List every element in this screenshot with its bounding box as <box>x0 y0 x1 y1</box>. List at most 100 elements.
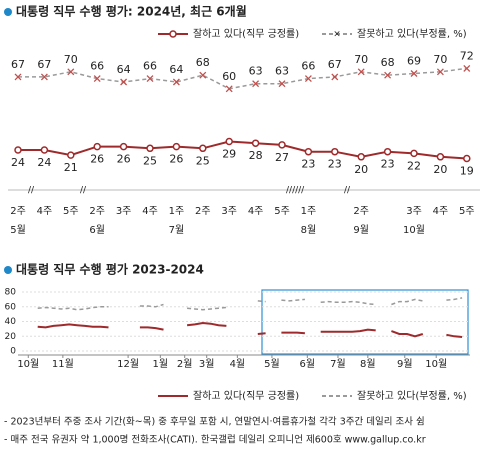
data-label: 70 <box>433 53 447 66</box>
data-point <box>331 147 339 156</box>
data-point <box>278 141 286 149</box>
footnote: - 매주 전국 유권자 약 1,000명 전화조사(CATI). 한국갤럽 데일… <box>4 434 426 446</box>
data-label: 22 <box>407 159 421 172</box>
data-point <box>172 78 180 86</box>
x-tick-label: 3주 <box>116 206 132 217</box>
month-label: 7월 <box>169 224 185 236</box>
x-tick-label: 12월 <box>117 358 139 370</box>
data-point <box>120 78 128 86</box>
x-tick-label: 1주 <box>169 206 185 217</box>
x-tick-label: 3주 <box>221 206 237 217</box>
data-point <box>14 146 22 154</box>
data-point <box>40 146 49 154</box>
data-point <box>410 149 418 158</box>
series-line <box>37 321 463 338</box>
x-tick-label: 5주 <box>274 206 290 217</box>
legend-marker <box>169 30 177 38</box>
data-label: 19 <box>460 165 474 178</box>
legend-label: 잘하고 있다(직무 긍정률) <box>193 389 299 402</box>
legend-label: 잘못하고 있다(부정률, %) <box>357 27 467 40</box>
data-label: 68 <box>381 56 395 69</box>
data-label: 20 <box>354 163 368 176</box>
y-tick-label: 60 <box>5 302 17 312</box>
x-tick-label: 7월 <box>330 358 346 370</box>
data-label: 20 <box>433 163 447 176</box>
data-point <box>463 154 471 163</box>
x-tick-label: 5주 <box>459 206 475 217</box>
data-label: 24 <box>11 156 25 169</box>
data-point <box>14 73 22 81</box>
data-label: 66 <box>90 60 104 73</box>
x-tick-label: 4주 <box>142 206 158 217</box>
data-label: 70 <box>64 53 78 66</box>
x-tick-label: 6월 <box>300 358 316 370</box>
data-point <box>436 153 445 161</box>
series-line <box>18 140 467 160</box>
x-tick-label: 2주 <box>195 206 211 217</box>
data-label: 29 <box>222 148 236 161</box>
data-point <box>463 64 471 72</box>
data-point <box>357 68 365 76</box>
data-label: 25 <box>196 154 210 167</box>
data-label: 70 <box>354 53 368 66</box>
data-point <box>93 142 101 151</box>
data-label: 26 <box>117 153 131 166</box>
footnote: - 2023년부터 주중 조사 기간(화~목) 중 후무일 포함 시, 연말연시… <box>4 416 425 428</box>
x-tick-label: 1월 <box>153 358 169 370</box>
x-tick-label: 3주 <box>406 206 422 217</box>
month-label: 8월 <box>301 224 317 236</box>
title-dot <box>4 266 12 274</box>
data-label: 68 <box>196 56 210 69</box>
legend-label: 잘하고 있다(직무 긍정률) <box>193 27 299 40</box>
series-line <box>37 297 463 311</box>
data-label: 64 <box>117 63 131 76</box>
data-point <box>199 71 207 79</box>
data-point <box>357 153 365 161</box>
series-line <box>18 67 467 90</box>
data-label: 26 <box>169 153 183 166</box>
data-point <box>304 147 313 156</box>
data-label: 24 <box>37 156 51 169</box>
y-tick-label: 20 <box>5 332 17 342</box>
x-tick-label: 2월 <box>177 358 193 370</box>
month-label: 6월 <box>89 224 105 236</box>
legend-label: 잘못하고 있다(부정률, %) <box>357 389 467 402</box>
data-point <box>225 137 233 146</box>
data-label: 64 <box>169 63 183 76</box>
data-point <box>146 75 154 83</box>
data-label: 26 <box>90 153 104 166</box>
data-point <box>383 147 392 156</box>
chart-title: 대통령 직무 수행 평가: 2024년, 최근 6개월 <box>16 4 247 19</box>
x-tick-label: 8월 <box>360 358 376 370</box>
month-label: 5월 <box>10 224 26 236</box>
x-tick-label: 11월 <box>52 358 74 370</box>
x-tick-label: 2주 <box>89 206 105 217</box>
y-tick-label: 80 <box>5 288 17 298</box>
y-tick-label: 40 <box>5 317 17 327</box>
data-label: 67 <box>11 58 25 71</box>
data-label: 66 <box>143 60 157 73</box>
data-point <box>146 144 154 153</box>
y-tick-label: 0 <box>10 347 16 357</box>
x-tick-label: 1주 <box>301 206 317 217</box>
data-label: 27 <box>275 151 289 164</box>
axis-break: // <box>344 186 351 196</box>
data-point <box>410 70 418 77</box>
data-label: 63 <box>249 65 263 78</box>
data-point <box>172 142 181 151</box>
chart-title: 대통령 직무 수행 평가 2023-2024 <box>16 262 204 277</box>
data-point <box>119 142 128 151</box>
data-point <box>93 75 101 83</box>
data-point <box>252 80 260 88</box>
month-label: 9월 <box>353 224 369 236</box>
data-label: 72 <box>460 49 474 62</box>
data-label: 66 <box>301 60 315 73</box>
data-point <box>278 80 286 88</box>
x-tick-label: 10월 <box>17 358 39 370</box>
data-point <box>199 144 207 153</box>
data-label: 69 <box>407 55 421 68</box>
x-tick-label: 5월 <box>264 358 280 370</box>
x-tick-label: 4월 <box>230 358 246 370</box>
